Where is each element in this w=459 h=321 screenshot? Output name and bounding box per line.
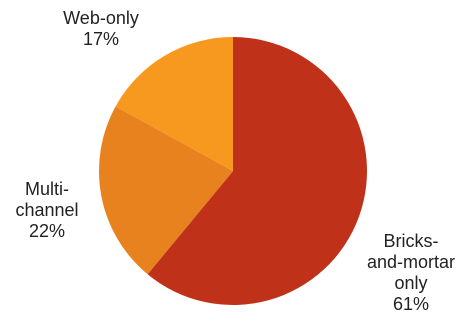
slice-name-line: channel bbox=[15, 200, 78, 220]
slice-name-line: Web-only bbox=[63, 8, 139, 28]
slice-name-line: and-mortar bbox=[367, 252, 455, 272]
slice-value-label: 22% bbox=[29, 221, 65, 241]
slice-value-label: 61% bbox=[393, 294, 429, 314]
slice-label-web-only: Web-only 17% bbox=[63, 8, 139, 49]
slice-name-line: Bricks- bbox=[384, 231, 439, 251]
slice-label-bricks-and-mortar-only: Bricks-and-mortar only 61% bbox=[367, 231, 455, 314]
slice-label-multi-channel: Multi-channel 22% bbox=[15, 179, 78, 241]
slice-name-line: only bbox=[394, 273, 427, 293]
slice-value-label: 17% bbox=[83, 29, 119, 49]
pie-slices bbox=[99, 37, 367, 305]
slice-name-line: Multi- bbox=[25, 179, 69, 199]
